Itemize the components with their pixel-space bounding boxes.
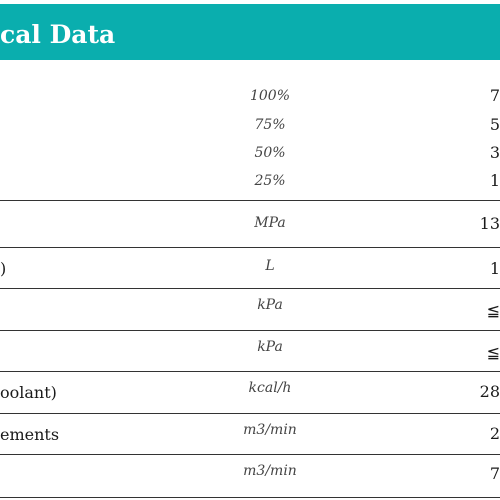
value-cell: 28 bbox=[479, 382, 500, 401]
value-cell: 13 bbox=[479, 214, 500, 233]
value-cell: 1 bbox=[489, 171, 500, 190]
unit-cell: 25% bbox=[254, 173, 286, 189]
unit-cell: kPa bbox=[257, 339, 283, 355]
value-cell: 3 bbox=[489, 143, 500, 162]
section-title: cal Data bbox=[0, 20, 116, 49]
unit-cell: m3/min bbox=[243, 422, 297, 438]
spec-table: 100% 7 75% 5 50% 3 25% 1 MPa 13 ) bbox=[0, 60, 500, 498]
table-row-coolant: oolant) kcal/h 28 bbox=[0, 372, 500, 414]
section-header: cal Data bbox=[0, 4, 500, 60]
value-cell: 7 bbox=[489, 464, 500, 483]
table-row-flow-2: m3/min 7 bbox=[0, 455, 500, 498]
table-row-pressure: MPa 13 bbox=[0, 201, 500, 248]
table-row-kpa-2: kPa ≦ bbox=[0, 331, 500, 372]
unit-cell: kcal/h bbox=[248, 380, 292, 396]
sub-row-25: 25% 1 bbox=[0, 167, 500, 195]
label-cell: ements bbox=[0, 425, 60, 444]
sub-row-75: 75% 5 bbox=[0, 111, 500, 139]
value-cell: 2 bbox=[489, 424, 500, 443]
unit-cell: MPa bbox=[254, 215, 286, 231]
unit-cell: kPa bbox=[257, 297, 283, 313]
unit-cell: L bbox=[265, 258, 275, 274]
unit-cell: m3/min bbox=[243, 463, 297, 479]
value-cell: ≦ bbox=[486, 343, 500, 362]
value-cell: 1 bbox=[489, 259, 500, 278]
table-row-flow-1: ements m3/min 2 bbox=[0, 414, 500, 455]
label-cell: ) bbox=[0, 259, 7, 278]
sub-row-50: 50% 3 bbox=[0, 139, 500, 167]
value-cell: 5 bbox=[489, 115, 500, 134]
table-row-load: 100% 7 75% 5 50% 3 25% 1 bbox=[0, 60, 500, 201]
value-cell: ≦ bbox=[486, 301, 500, 320]
value-cell: 7 bbox=[489, 86, 500, 105]
table-row-kpa-1: kPa ≦ bbox=[0, 289, 500, 331]
sub-row-100: 100% 7 bbox=[0, 82, 500, 110]
unit-cell: 50% bbox=[254, 145, 286, 161]
unit-cell: 100% bbox=[249, 88, 291, 104]
label-cell: oolant) bbox=[0, 383, 57, 402]
unit-cell: 75% bbox=[254, 117, 286, 133]
table-row-volume: ) L 1 bbox=[0, 248, 500, 289]
